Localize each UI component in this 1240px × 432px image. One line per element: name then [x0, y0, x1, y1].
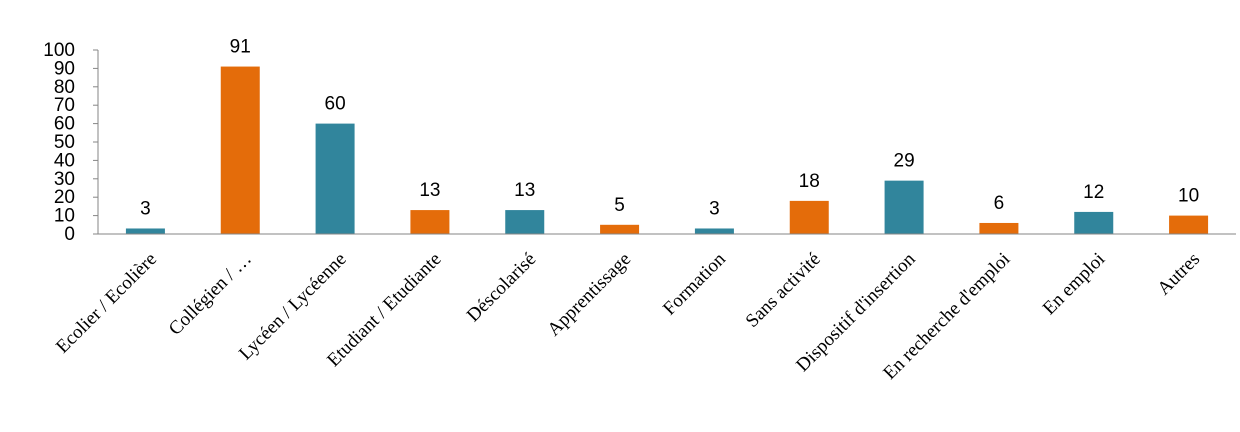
bar	[1169, 215, 1209, 234]
data-label: 13	[419, 180, 440, 201]
bar	[125, 228, 165, 234]
bar	[220, 66, 260, 234]
y-tick-label: 30	[54, 169, 75, 190]
y-tick-label: 0	[64, 224, 75, 245]
bar	[1074, 211, 1114, 234]
x-axis: Ecolier / Ecolière Collégien / …Lycéen / …	[52, 233, 1236, 384]
y-tick-label: 80	[54, 77, 75, 98]
y-tick-label: 20	[54, 187, 75, 208]
data-label: 3	[709, 198, 720, 219]
y-tick-label: 60	[54, 114, 75, 135]
x-tick-label: Déscolarisé	[463, 249, 541, 327]
x-tick-label: Apprentissage	[543, 249, 635, 341]
y-tick-label: 90	[54, 58, 75, 79]
data-label: 29	[894, 151, 915, 172]
data-label: 18	[799, 171, 820, 192]
x-tick-label: Ecolier / Ecolière	[52, 249, 161, 358]
bar	[979, 222, 1019, 234]
data-label: 60	[325, 94, 346, 115]
data-label: 10	[1178, 186, 1199, 207]
data-label: 6	[994, 193, 1005, 214]
x-tick-label: Sans activité	[742, 249, 825, 332]
data-label: 3	[140, 198, 151, 219]
bar	[789, 200, 829, 234]
y-tick-label: 50	[54, 132, 75, 153]
x-tick-label: En emploi	[1039, 249, 1109, 319]
y-tick-label: 40	[54, 150, 75, 171]
data-label: 91	[230, 37, 251, 58]
data-labels: 3 91 60 13 13 5 3 18 29 6 12 10	[140, 37, 1199, 220]
bar	[315, 123, 355, 234]
y-tick-label: 100	[43, 40, 75, 61]
bar	[600, 224, 640, 234]
x-tick-label: Collégien / …	[165, 249, 256, 340]
x-tick-label: Autres	[1153, 249, 1204, 300]
data-label: 13	[514, 180, 535, 201]
y-tick-label: 10	[54, 206, 75, 227]
data-label: 12	[1083, 182, 1104, 203]
bar	[884, 180, 924, 234]
data-label: 5	[614, 195, 625, 216]
bar	[694, 228, 734, 234]
x-tick-label: Formation	[659, 248, 730, 319]
y-tick-label: 70	[54, 95, 75, 116]
bar	[410, 210, 450, 234]
bar	[505, 210, 545, 234]
bars	[125, 66, 1209, 234]
